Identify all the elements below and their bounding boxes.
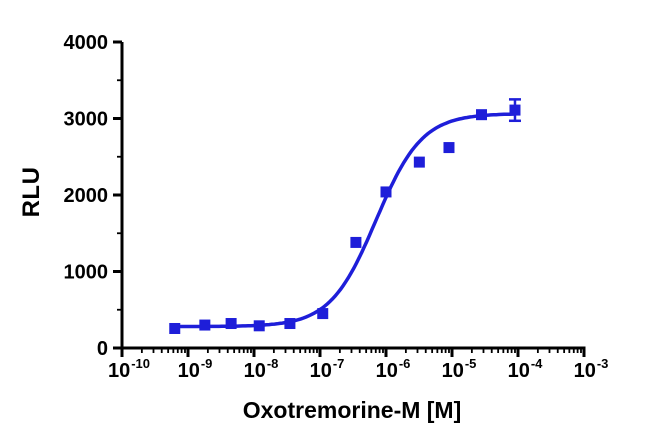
data-point [350, 236, 362, 248]
x-tick-label: 10-9 [178, 356, 213, 382]
data-point [169, 322, 181, 334]
x-tick-label: 10-10 [108, 356, 150, 382]
y-tick-label: 1000 [64, 262, 109, 284]
fit-curve [169, 112, 517, 329]
y-tick-label: 2000 [64, 185, 109, 207]
x-tick-label: 10-6 [376, 356, 411, 382]
x-tick-label: 10-4 [508, 356, 544, 382]
data-point [476, 109, 488, 121]
x-tick-label: 10-3 [574, 356, 609, 382]
y-axis-title: RLU [18, 166, 45, 218]
data-point [509, 104, 521, 116]
data-point [413, 156, 425, 168]
data-point [380, 186, 392, 198]
data-point [284, 318, 296, 330]
data-point [317, 308, 329, 320]
x-axis-title: Oxotremorine-M [M] [242, 397, 462, 423]
y-tick-label: 4000 [64, 32, 109, 54]
data-point [225, 318, 237, 330]
x-tick-label: 10-5 [442, 356, 477, 382]
data-point [199, 319, 211, 331]
x-tick-label: 10-7 [310, 356, 345, 382]
y-tick-label: 0 [97, 338, 108, 360]
data-point [443, 142, 455, 154]
x-tick-label: 10-8 [244, 356, 279, 382]
data-point [253, 320, 265, 332]
y-tick-label: 3000 [64, 109, 109, 131]
